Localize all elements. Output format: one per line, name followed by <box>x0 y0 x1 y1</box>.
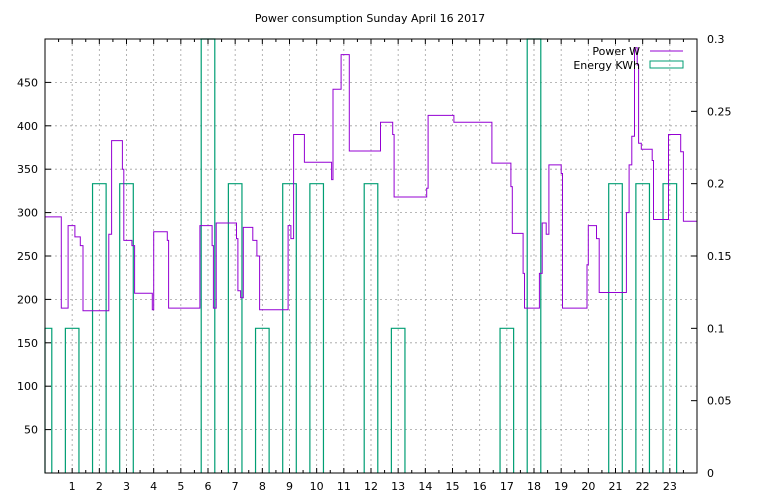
x-tick-label: 15 <box>446 480 460 493</box>
legend-swatch-energy <box>649 60 684 69</box>
legend: Power W Energy KWh <box>573 45 684 72</box>
x-tick-label: 6 <box>205 480 212 493</box>
y-tick-label: 100 <box>17 380 38 393</box>
axes: 1 2 3 4 5 6 7 8 9 10 11 12 13 14 15 16 17 18 19 20 21 22 23501… <box>17 33 732 493</box>
y-tick-label: 350 <box>17 163 38 176</box>
energy-bar <box>390 327 406 473</box>
energy-bar <box>309 183 325 473</box>
x-tick-label: 19 <box>554 480 568 493</box>
x-tick-label: 20 <box>581 480 595 493</box>
power-series <box>45 47 697 312</box>
x-tick-label: 22 <box>636 480 650 493</box>
x-tick-label: 11 <box>337 480 351 493</box>
y-tick-label: 300 <box>17 207 38 220</box>
x-tick-label: 18 <box>527 480 541 493</box>
energy-bar <box>44 327 53 473</box>
chart-title: Power consumption Sunday April 16 2017 <box>255 12 485 25</box>
y-tick-label: 250 <box>17 250 38 263</box>
energy-bar <box>662 183 678 473</box>
y2-tick-label: 0.2 <box>707 178 725 191</box>
x-tick-label: 5 <box>177 480 184 493</box>
x-tick-label: 10 <box>310 480 324 493</box>
x-tick-label: 9 <box>286 480 293 493</box>
energy-bar <box>635 183 651 473</box>
power-line <box>45 47 697 312</box>
x-tick-label: 13 <box>391 480 405 493</box>
energy-bar <box>64 327 80 473</box>
y-tick-label: 200 <box>17 293 38 306</box>
y-tick-label: 50 <box>24 424 38 437</box>
y2-tick-label: 0.3 <box>707 33 725 46</box>
x-tick-label: 23 <box>663 480 677 493</box>
x-tick-label: 3 <box>123 480 130 493</box>
energy-bar <box>363 183 379 473</box>
energy-bar <box>91 183 107 473</box>
energy-bar <box>254 327 270 473</box>
y2-tick-label: 0.05 <box>707 395 732 408</box>
y-tick-label: 150 <box>17 337 38 350</box>
x-tick-label: 17 <box>500 480 514 493</box>
y2-tick-label: 0 <box>707 467 714 480</box>
y2-tick-label: 0.1 <box>707 322 725 335</box>
x-tick-label: 8 <box>259 480 266 493</box>
y2-tick-label: 0.15 <box>707 250 732 263</box>
x-tick-label: 2 <box>96 480 103 493</box>
y-tick-label: 400 <box>17 120 38 133</box>
energy-bar <box>227 183 243 473</box>
x-tick-label: 21 <box>609 480 623 493</box>
x-tick-label: 4 <box>150 480 157 493</box>
legend-label-energy: Energy KWh <box>573 59 640 72</box>
x-tick-label: 12 <box>364 480 378 493</box>
energy-bar <box>282 183 297 473</box>
y2-tick-label: 0.25 <box>707 105 732 118</box>
y-tick-label: 450 <box>17 76 38 89</box>
energy-bar <box>119 183 134 473</box>
x-tick-label: 7 <box>232 480 239 493</box>
x-tick-label: 1 <box>69 480 76 493</box>
energy-bar <box>499 327 515 473</box>
x-tick-label: 14 <box>418 480 432 493</box>
grid <box>45 39 697 473</box>
legend-label-power: Power W <box>592 45 640 58</box>
x-tick-label: 16 <box>473 480 487 493</box>
energy-bar <box>608 183 623 473</box>
